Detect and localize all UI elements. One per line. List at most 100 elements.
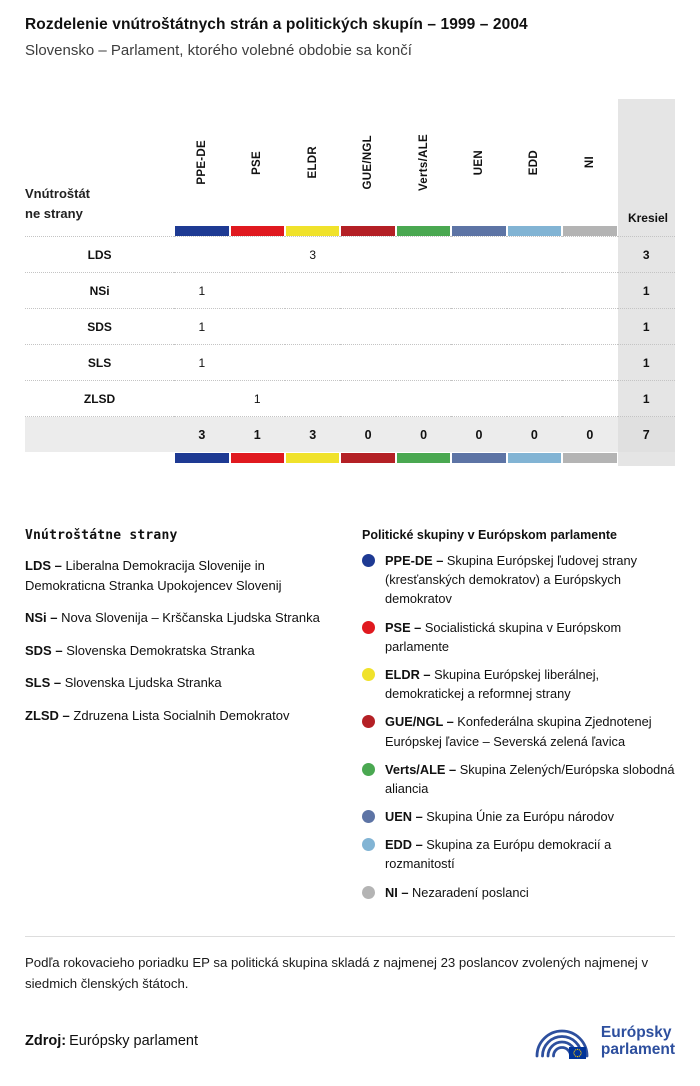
seat-cell: 1	[198, 283, 206, 298]
column-total: 0	[395, 416, 452, 452]
row-header-cell: Vnútroštátne strany	[25, 99, 174, 237]
table-header-row: Vnútroštátne strany PPE-DE PSE ELDR GUE/NGL…	[25, 99, 675, 237]
seat-cell	[507, 345, 562, 381]
group-label: NI	[583, 156, 596, 169]
group-label-zone: ELDR	[286, 99, 339, 226]
group-color-dot	[362, 838, 375, 852]
party-name: ZLSD	[83, 391, 116, 406]
group-abbr: PPE-DE –	[385, 553, 444, 568]
national-parties-legend: Vnútroštátne strany LDS – Liberalna Demo…	[25, 528, 362, 902]
group-legend-text: EDD – Skupina za Európu demokracií a roz…	[385, 837, 612, 872]
column-total: 3	[284, 416, 341, 452]
party-legend-item: SDS – Slovenska Demokratska Stranka	[25, 642, 255, 658]
seat-cell	[451, 345, 506, 381]
group-abbr: Verts/ALE –	[385, 761, 457, 777]
group-label: PSE	[251, 150, 264, 175]
column-total: 0	[451, 416, 507, 452]
group-label-zone: UEN	[452, 99, 505, 226]
ep-logo: Európsky parlament	[532, 1020, 675, 1062]
group-color-bar	[175, 226, 229, 236]
eu-flag-icon	[568, 1047, 586, 1060]
bar-cell	[174, 452, 229, 466]
group-legend-text: UEN – Skupina Únie za Európu národov	[385, 809, 615, 825]
seat-cell	[396, 381, 451, 417]
seat-cell	[340, 309, 395, 345]
group-color-dot	[362, 620, 375, 634]
row-total: 1	[617, 308, 675, 345]
party-row: ZLSD 1 1	[25, 380, 675, 417]
source-line: Zdroj: Európsky parlament	[25, 1033, 198, 1049]
group-color-bar	[563, 226, 617, 236]
group-legend-text: Verts/ALE – Skupina Zelených/Európska sl…	[385, 761, 675, 796]
column-total: 0	[562, 416, 618, 452]
group-header-wrap: NI	[562, 99, 617, 236]
seat-cell	[174, 381, 229, 417]
group-header-wrap: PSE	[230, 99, 285, 236]
group-color-dot	[362, 810, 375, 824]
seat-cell	[396, 237, 451, 273]
group-color-bar	[230, 226, 284, 236]
seat-cell	[285, 345, 340, 381]
group-label-zone: Verts/ALE	[397, 99, 450, 226]
seat-cell	[285, 381, 340, 417]
group-legend-item: NI – Nezaradení poslanci	[362, 883, 675, 902]
group-legend-item: PSE – Socialistická skupina v Európskom …	[362, 618, 675, 656]
group-color-bar	[341, 226, 395, 236]
group-legend-item: Verts/ALE – Skupina Zelených/Európska sl…	[362, 760, 675, 798]
group-color-dot	[362, 554, 375, 567]
source-value: Európsky parlament	[69, 1033, 199, 1050]
seat-cell	[562, 237, 617, 273]
bars-empty-cell	[25, 452, 174, 466]
group-legend-item: UEN – Skupina Únie za Európu národov	[362, 807, 675, 826]
seat-cell	[340, 345, 395, 381]
group-color-bar	[396, 226, 451, 236]
seat-cell	[396, 345, 451, 381]
party-name: SLS	[87, 355, 112, 370]
seat-cell	[451, 309, 506, 345]
seat-cell: 1	[198, 319, 206, 334]
national-parties-list: LDS – Liberalna Demokracija Slovenije in…	[25, 556, 362, 725]
party-abbr: SLS –	[25, 675, 62, 690]
party-legend-item: NSi – Nova Slovenija – Krščanska Ljudska…	[25, 610, 320, 625]
group-label: GUE/NGL	[362, 135, 375, 190]
seat-cell	[562, 345, 617, 381]
footer-divider	[25, 935, 675, 937]
seat-cell	[285, 273, 340, 309]
group-label: UEN	[472, 149, 485, 176]
party-legend-item: ZLSD – Zdruzena Lista Socialnih Demokrat…	[25, 707, 290, 723]
group-header-EDD: EDD	[507, 99, 562, 237]
group-label: ELDR	[306, 146, 319, 179]
column-total: 0	[340, 416, 396, 452]
group-label: PPE-DE	[195, 140, 208, 185]
seat-cell	[562, 381, 617, 417]
party-row: SLS 1 1	[25, 344, 675, 381]
ep-hemicycle-icon	[535, 1029, 589, 1060]
bar-cell	[285, 452, 340, 466]
group-color-bar	[230, 453, 284, 463]
seat-cell	[230, 237, 285, 273]
party-name: SDS	[87, 319, 112, 334]
seat-cell	[507, 273, 562, 309]
seat-cell	[507, 237, 562, 273]
bars-seats-cell	[617, 452, 675, 466]
group-legend-text: PSE – Socialistická skupina v Európskom …	[385, 619, 622, 654]
row-header-label: Vnútroštátne strany	[25, 185, 90, 221]
seat-cell	[396, 273, 451, 309]
group-color-bar	[452, 226, 506, 236]
group-color-bar	[452, 453, 506, 463]
group-header-Verts/ALE: Verts/ALE	[396, 99, 451, 237]
group-label-zone: EDD	[508, 99, 561, 226]
seat-cell	[340, 237, 395, 273]
group-color-bar	[563, 453, 617, 463]
group-abbr: ELDR –	[385, 666, 431, 682]
group-color-bar	[175, 453, 229, 463]
source-label: Zdroj:	[25, 1033, 67, 1050]
group-color-bar	[507, 453, 562, 463]
color-bars-row	[25, 452, 675, 466]
column-total: 0	[506, 416, 563, 452]
group-label-zone: NI	[563, 99, 616, 226]
party-legend-item: SLS – Slovenska Ljudska Stranka	[25, 675, 222, 690]
group-header-wrap: ELDR	[285, 99, 340, 236]
row-total: 1	[617, 272, 675, 309]
group-legend-item: ELDR – Skupina Európskej liberálnej, dem…	[362, 665, 675, 703]
